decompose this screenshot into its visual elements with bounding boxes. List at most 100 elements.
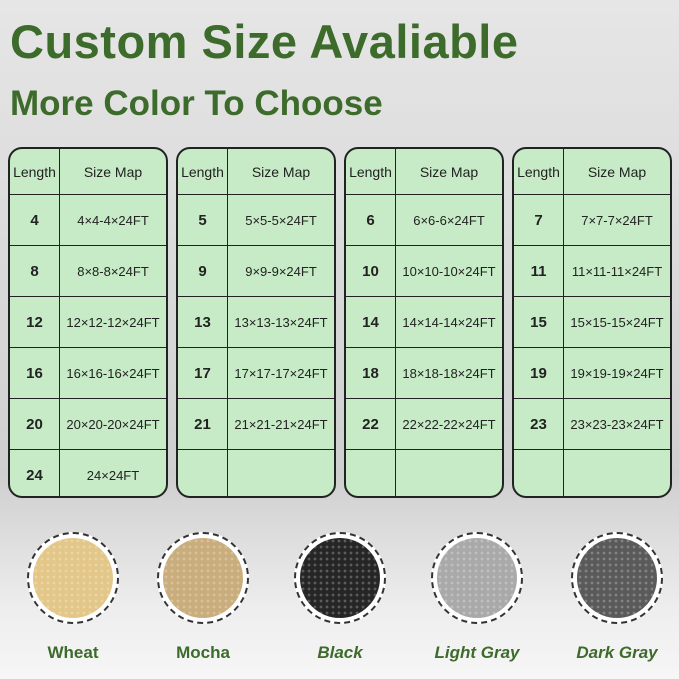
- table-row: [514, 449, 670, 496]
- table-header: Length Size Map: [346, 149, 502, 194]
- size-cell: [228, 450, 334, 496]
- headline: Custom Size Avaliable: [10, 15, 519, 68]
- size-table: Length Size Map 7 7×7-7×24FT 11 11×11-11×24FT…: [512, 147, 672, 498]
- color-swatch-light-gray: [431, 532, 523, 624]
- size-cell: 23×23-23×24FT: [570, 416, 664, 432]
- length-cell: 11: [514, 246, 564, 296]
- size-cell: 11×11-11×24FT: [571, 263, 663, 279]
- header-length: Length: [514, 149, 564, 194]
- length-cell: 8: [10, 246, 60, 296]
- color-swatch-black: [294, 532, 386, 624]
- length-cell: 4: [10, 195, 60, 245]
- table-row: 16 16×16-16×24FT: [10, 347, 166, 398]
- size-cell: 21×21-21×24FT: [234, 416, 328, 432]
- table-row: 24 24×24FT: [10, 449, 166, 496]
- table-row: 15 15×15-15×24FT: [514, 296, 670, 347]
- size-table: Length Size Map 5 5×5-5×24FT 9 9×9-9×24FT 13 13…: [176, 147, 336, 498]
- color-swatch-wheat: [27, 532, 119, 624]
- table-row: 21 21×21-21×24FT: [178, 398, 334, 449]
- size-cell: 24×24FT: [86, 467, 140, 483]
- subheadline: More Color To Choose: [10, 84, 383, 123]
- length-cell: 10: [346, 246, 396, 296]
- size-cell: 18×18-18×24FT: [402, 365, 496, 381]
- length-cell: [178, 450, 228, 496]
- table-row: 4 4×4-4×24FT: [10, 194, 166, 245]
- color-label: Wheat: [47, 643, 99, 662]
- length-cell: 14: [346, 297, 396, 347]
- table-row: 8 8×8-8×24FT: [10, 245, 166, 296]
- table-row: 5 5×5-5×24FT: [178, 194, 334, 245]
- table-row: [178, 449, 334, 496]
- color-swatch-dark-gray: [571, 532, 663, 624]
- size-cell: [396, 450, 502, 496]
- color-label: Dark Gray: [576, 643, 658, 662]
- header-size-map: Size Map: [419, 163, 479, 180]
- size-cell: 8×8-8×24FT: [77, 263, 149, 279]
- header-size-map: Size Map: [83, 163, 143, 180]
- size-cell: [564, 450, 670, 496]
- size-cell: 17×17-17×24FT: [234, 365, 328, 381]
- color-label: Mocha: [176, 643, 230, 662]
- table-row: 10 10×10-10×24FT: [346, 245, 502, 296]
- table-row: 7 7×7-7×24FT: [514, 194, 670, 245]
- size-cell: 19×19-19×24FT: [570, 365, 664, 381]
- size-table: Length Size Map 4 4×4-4×24FT 8 8×8-8×24FT 12 12…: [8, 147, 168, 498]
- length-cell: 6: [346, 195, 396, 245]
- size-cell: 9×9-9×24FT: [245, 263, 317, 279]
- table-row: 14 14×14-14×24FT: [346, 296, 502, 347]
- size-cell: 14×14-14×24FT: [402, 314, 496, 330]
- header-size-map: Size Map: [587, 163, 647, 180]
- length-cell: [346, 450, 396, 496]
- table-row: 22 22×22-22×24FT: [346, 398, 502, 449]
- size-cell: 22×22-22×24FT: [402, 416, 496, 432]
- size-cell: 6×6-6×24FT: [413, 212, 485, 228]
- length-cell: 21: [178, 399, 228, 449]
- length-cell: [514, 450, 564, 496]
- size-cell: 5×5-5×24FT: [245, 212, 317, 228]
- table-row: 9 9×9-9×24FT: [178, 245, 334, 296]
- length-cell: 5: [178, 195, 228, 245]
- size-cell: 7×7-7×24FT: [581, 212, 653, 228]
- header-length: Length: [178, 149, 228, 194]
- length-cell: 20: [10, 399, 60, 449]
- length-cell: 13: [178, 297, 228, 347]
- size-cell: 16×16-16×24FT: [66, 365, 160, 381]
- length-cell: 18: [346, 348, 396, 398]
- table-row: 19 19×19-19×24FT: [514, 347, 670, 398]
- length-cell: 24: [10, 450, 60, 496]
- size-cell: 20×20-20×24FT: [66, 416, 160, 432]
- size-cell: 15×15-15×24FT: [570, 314, 664, 330]
- length-cell: 16: [10, 348, 60, 398]
- length-cell: 7: [514, 195, 564, 245]
- size-cell: 10×10-10×24FT: [402, 263, 496, 279]
- header-length: Length: [10, 149, 60, 194]
- length-cell: 17: [178, 348, 228, 398]
- color-label: Black: [317, 643, 363, 662]
- table-row: 12 12×12-12×24FT: [10, 296, 166, 347]
- table-row: 11 11×11-11×24FT: [514, 245, 670, 296]
- length-cell: 9: [178, 246, 228, 296]
- length-cell: 22: [346, 399, 396, 449]
- table-row: 18 18×18-18×24FT: [346, 347, 502, 398]
- length-cell: 19: [514, 348, 564, 398]
- table-row: 23 23×23-23×24FT: [514, 398, 670, 449]
- table-header: Length Size Map: [10, 149, 166, 194]
- header-size-map: Size Map: [251, 163, 311, 180]
- table-row: [346, 449, 502, 496]
- table-row: 6 6×6-6×24FT: [346, 194, 502, 245]
- size-table: Length Size Map 6 6×6-6×24FT 10 10×10-10×24FT…: [344, 147, 504, 498]
- table-row: 13 13×13-13×24FT: [178, 296, 334, 347]
- table-header: Length Size Map: [178, 149, 334, 194]
- color-swatch-mocha: [157, 532, 249, 624]
- size-cell: 12×12-12×24FT: [66, 314, 160, 330]
- size-cell: 13×13-13×24FT: [234, 314, 328, 330]
- header-length: Length: [346, 149, 396, 194]
- color-label: Light Gray: [434, 643, 520, 662]
- table-row: 17 17×17-17×24FT: [178, 347, 334, 398]
- length-cell: 15: [514, 297, 564, 347]
- table-header: Length Size Map: [514, 149, 670, 194]
- length-cell: 12: [10, 297, 60, 347]
- length-cell: 23: [514, 399, 564, 449]
- table-row: 20 20×20-20×24FT: [10, 398, 166, 449]
- size-cell: 4×4-4×24FT: [77, 212, 149, 228]
